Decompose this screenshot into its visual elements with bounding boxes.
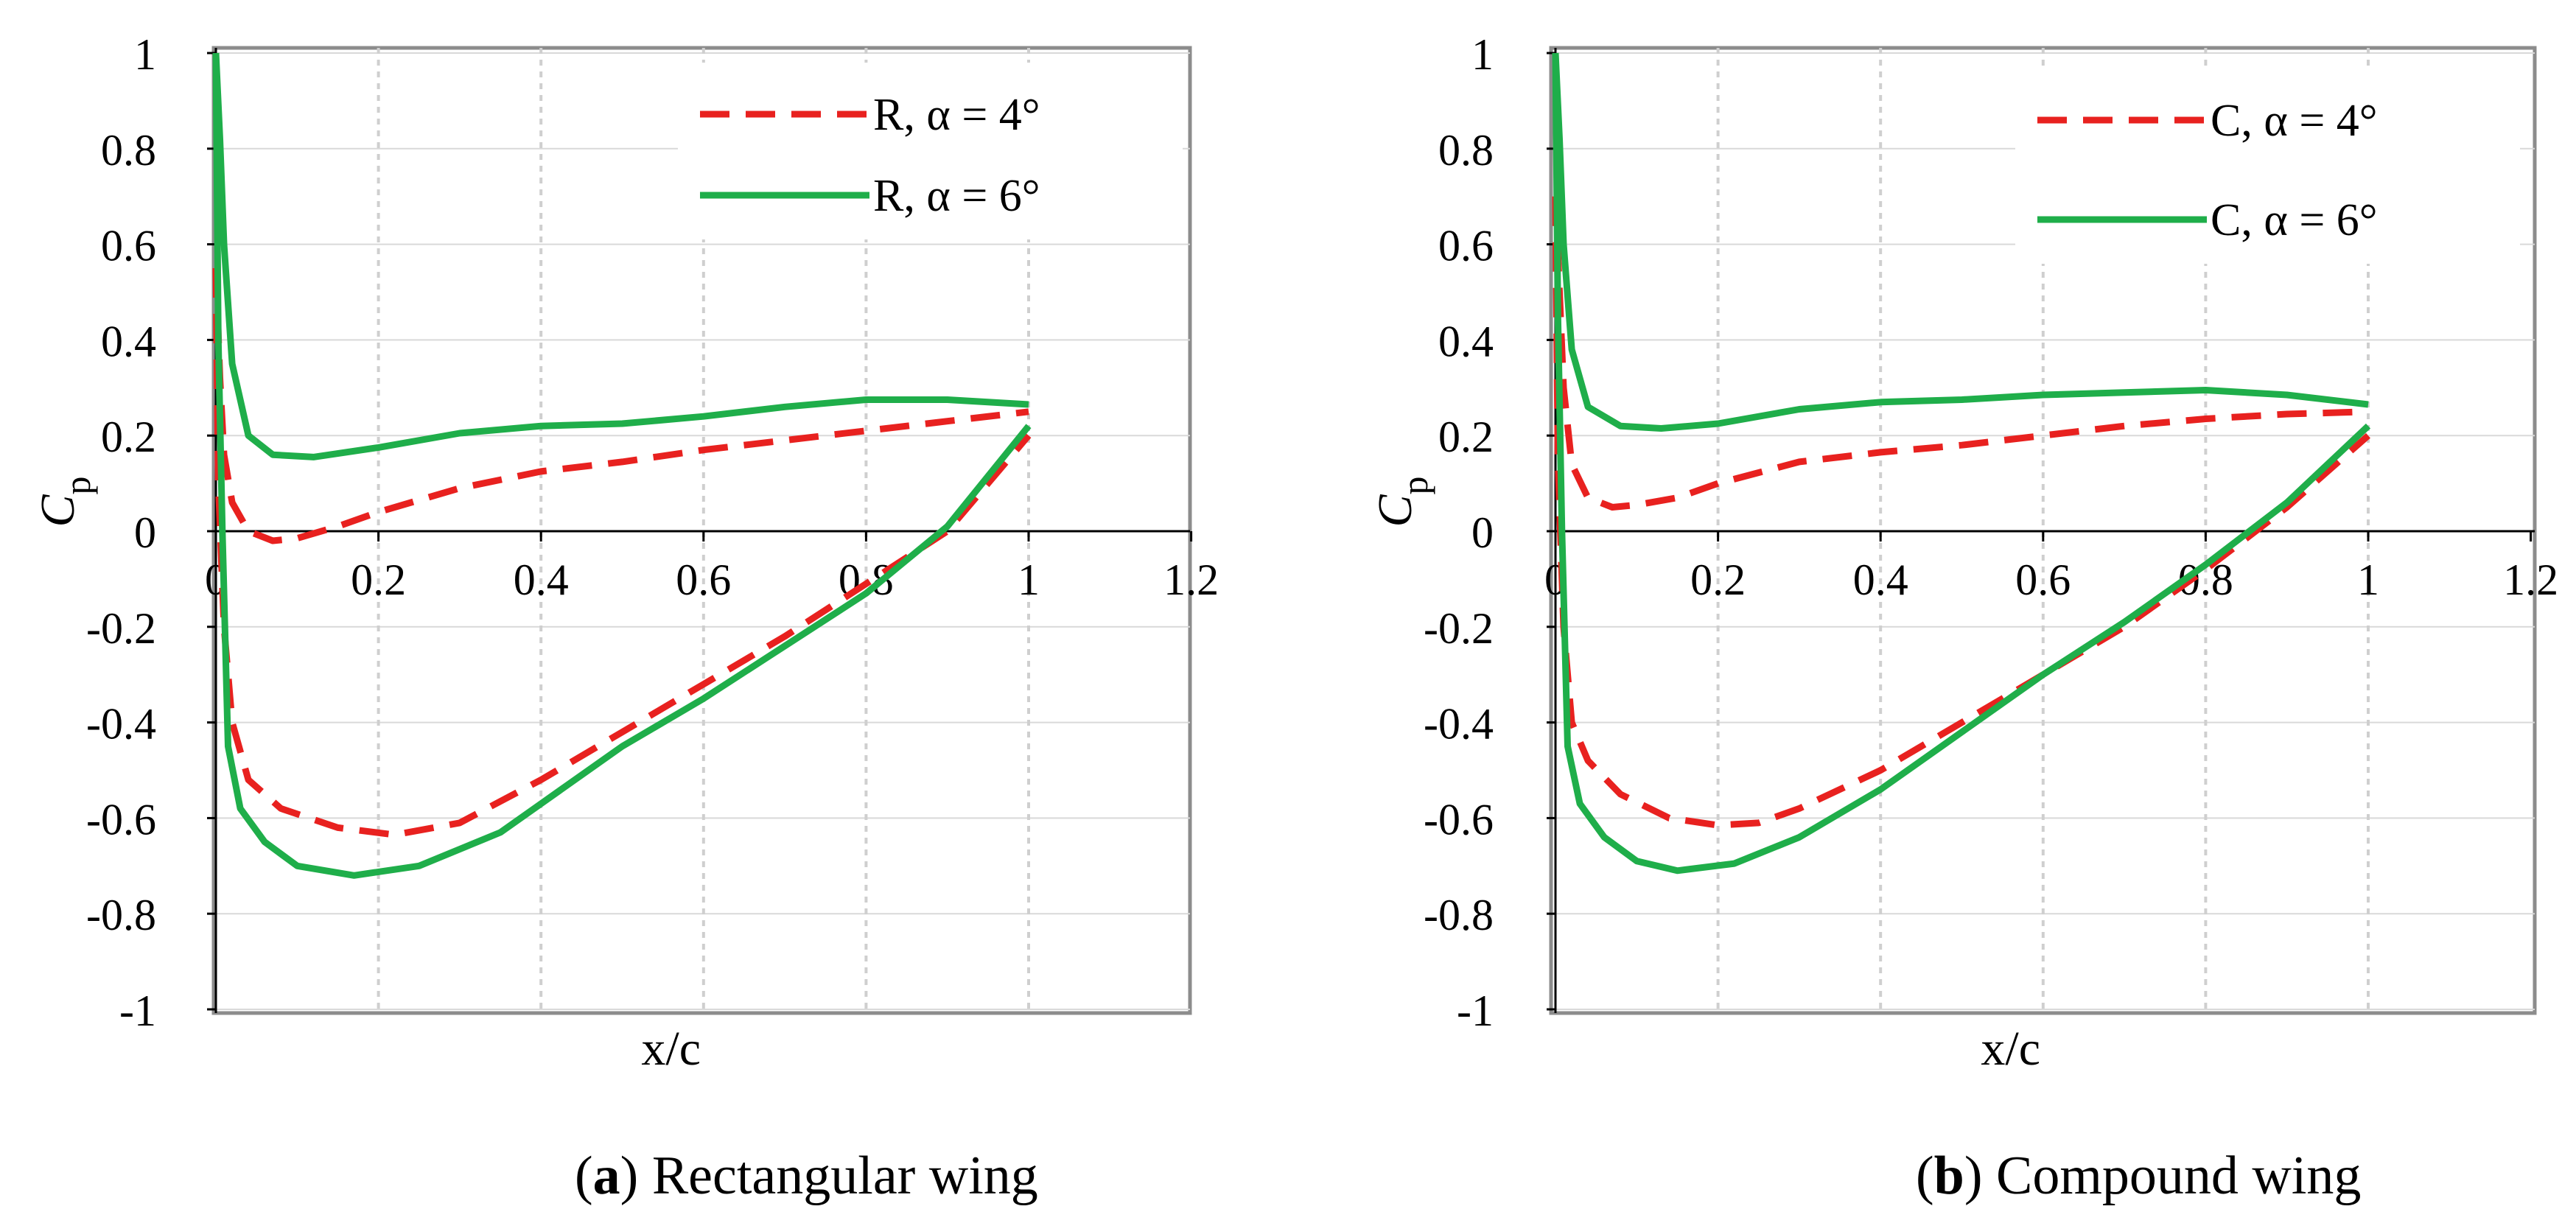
y-axis-label-sub: p xyxy=(57,476,98,494)
caption-letter: a xyxy=(593,1146,620,1206)
y-tick-label: 0 xyxy=(1471,508,1494,557)
y-tick-label: 0.6 xyxy=(1438,222,1494,270)
y-axis-label: Cp xyxy=(31,476,98,527)
y-tick-label: -0.6 xyxy=(86,795,156,844)
x-tick-label: 0.6 xyxy=(2015,556,2071,604)
caption-open: ( xyxy=(1916,1146,1934,1206)
x-tick-label: 0.4 xyxy=(514,556,569,604)
legend-background xyxy=(2015,69,2520,264)
y-tick-label: -0.2 xyxy=(1424,604,1494,653)
x-tick-label: 0.2 xyxy=(1690,556,1746,604)
legend-entry: R, α = 6° xyxy=(873,171,1040,221)
x-tick-label: 0.6 xyxy=(676,556,731,604)
y-tick-label: -1 xyxy=(119,987,156,1035)
chart-panel-b: 0 0.2 0.4 0.6 0.8 1 1.210.80.60.40.20-0.2-0.4-… xyxy=(1368,30,2558,1206)
caption-text: Compound wing xyxy=(1982,1146,2361,1206)
y-tick-label: -0.4 xyxy=(86,700,156,749)
y-tick-label: -0.4 xyxy=(1424,700,1494,749)
y-tick-label: 0.6 xyxy=(101,222,156,270)
x-tick-label: 0.4 xyxy=(1853,556,1908,604)
series-line-alpha6-upper xyxy=(1552,52,2369,432)
y-tick-label: -0.2 xyxy=(86,604,156,653)
panel-caption: (b) Compound wing xyxy=(1916,1146,2361,1206)
y-axis-label: Cp xyxy=(1368,476,1435,527)
y-axis-label-main: C xyxy=(31,494,85,528)
series-line-alpha4-upper xyxy=(212,267,1029,544)
legend-entry: C, α = 6° xyxy=(2211,195,2378,245)
y-tick-label: 0.4 xyxy=(1438,317,1494,365)
y-tick-label: 0.2 xyxy=(101,413,156,461)
y-tick-label: 0.8 xyxy=(101,126,156,175)
y-tick-label: -1 xyxy=(1457,987,1494,1035)
x-axis-label: x/c xyxy=(1981,1022,2040,1076)
y-tick-label: 1 xyxy=(1471,30,1494,79)
y-tick-label: 1 xyxy=(134,30,156,79)
y-tick-label: 0.8 xyxy=(1438,126,1494,175)
y-tick-label: 0.4 xyxy=(101,317,156,365)
y-tick-label: 0.2 xyxy=(1438,413,1494,461)
x-tick-label: 1.2 xyxy=(1163,556,1219,604)
caption-text: Rectangular wing xyxy=(638,1146,1038,1206)
caption-letter: b xyxy=(1934,1146,1964,1206)
y-tick-label: -0.8 xyxy=(86,891,156,939)
chart-panel-a: 0 0.2 0.4 0.6 0.8 1 1.210.80.60.40.20-0.2-0.4-… xyxy=(31,30,1219,1206)
y-axis-label-sub: p xyxy=(1394,476,1435,494)
x-tick-label: 0.2 xyxy=(351,556,406,604)
series-line-alpha4-upper xyxy=(1552,196,2369,511)
series-line-alpha6-upper xyxy=(212,52,1029,460)
legend-entry: R, α = 4° xyxy=(873,90,1040,140)
caption-open: ( xyxy=(575,1146,593,1206)
caption-close: ) xyxy=(620,1146,639,1206)
caption-close: ) xyxy=(1964,1146,1983,1206)
series-line-alpha4-lower xyxy=(212,267,1032,838)
series-line-alpha4-lower xyxy=(1552,196,2370,829)
series-line-alpha6-lower xyxy=(212,52,1032,879)
y-tick-label: 0 xyxy=(134,508,156,557)
y-tick-label: -0.6 xyxy=(1424,795,1494,844)
x-axis-label: x/c xyxy=(641,1022,701,1076)
legend-entry: C, α = 4° xyxy=(2211,96,2378,146)
legend: C, α = 4° C, α = 6° xyxy=(2015,69,2520,264)
x-tick-label: 1.2 xyxy=(2503,556,2558,604)
y-tick-label: -0.8 xyxy=(1424,891,1494,939)
x-tick-label: 1 xyxy=(1018,556,1040,604)
legend: R, α = 4° R, α = 6° xyxy=(678,63,1183,239)
panel-caption: (a) Rectangular wing xyxy=(575,1146,1038,1206)
x-tick-label: 1 xyxy=(2357,556,2379,604)
y-axis-label-main: C xyxy=(1368,494,1422,528)
legend-background xyxy=(678,63,1183,239)
series-line-alpha6-lower xyxy=(1552,52,2371,875)
